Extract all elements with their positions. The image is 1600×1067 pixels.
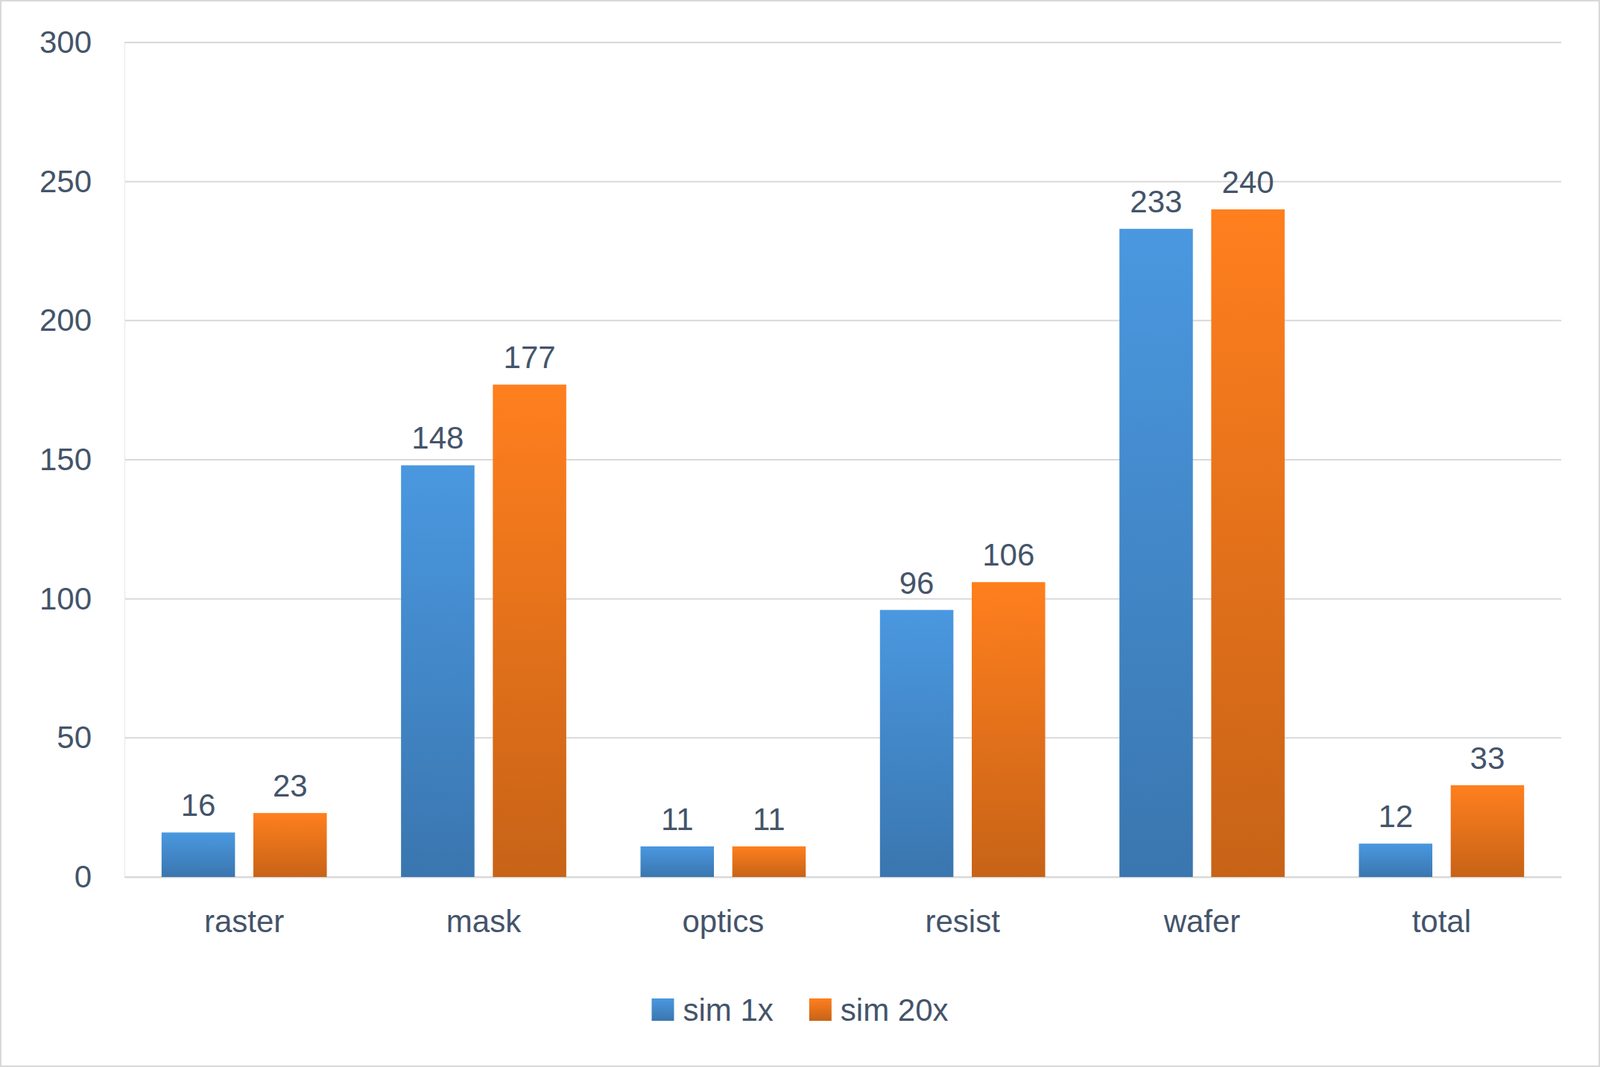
y-tick-label: 300 [39, 24, 92, 60]
grid-line [124, 319, 1562, 322]
bar [1358, 843, 1433, 878]
legend-label: sim 1x [682, 992, 773, 1028]
y-tick-label: 250 [39, 163, 92, 199]
data-label: 16 [181, 787, 217, 823]
y-tick: 0 [74, 859, 125, 895]
x-tick: resist [924, 877, 1001, 939]
grid-line [124, 876, 1562, 878]
bars [161, 209, 1524, 878]
y-tick-label: 200 [39, 302, 92, 338]
data-labels: 16 148 11 96 233 12 23 177 11 106 240 33 [181, 164, 1506, 837]
legend: sim 1x sim 20x [651, 992, 948, 1028]
plot-area: 0 50 100 150 200 250 300 raster mask optics resist… [39, 24, 1562, 939]
bar [1119, 228, 1194, 878]
x-tick-label: mask [446, 903, 522, 939]
x-tick-label: wafer [1163, 903, 1241, 939]
y-axis: 0 50 100 150 200 250 300 [39, 24, 126, 895]
y-axis-line [124, 43, 126, 878]
y-tick: 50 [56, 719, 125, 755]
grid-line [124, 41, 1562, 44]
grid-line [124, 459, 1562, 461]
bar [400, 465, 475, 878]
x-tick: wafer [1163, 877, 1241, 939]
bar [971, 582, 1046, 878]
grid-line [124, 598, 1562, 600]
grid [124, 42, 1562, 878]
x-tick: total [1412, 877, 1472, 939]
x-axis: raster mask optics resist wafer total [125, 877, 1562, 939]
bar [640, 846, 714, 878]
bar [1210, 209, 1285, 878]
bar [161, 832, 236, 878]
x-tick-label: resist [924, 903, 1001, 939]
data-label: 177 [503, 339, 556, 375]
data-label: 240 [1222, 164, 1275, 200]
bar [1450, 785, 1525, 878]
y-tick-label: 50 [56, 719, 92, 755]
data-label: 96 [899, 565, 935, 601]
x-tick-label: raster [204, 903, 284, 939]
y-tick-label: 100 [39, 581, 92, 617]
legend-swatch [809, 998, 832, 1021]
data-label: 23 [272, 768, 308, 804]
data-label: 106 [982, 537, 1035, 573]
legend-item: sim 20x [809, 992, 949, 1028]
x-axis-line [125, 877, 1562, 879]
y-tick: 300 [39, 24, 125, 60]
data-label: 11 [661, 801, 694, 837]
data-label: 233 [1129, 184, 1182, 220]
x-tick: mask [446, 877, 522, 939]
bar [880, 610, 954, 878]
y-tick: 100 [39, 581, 125, 617]
data-label: 12 [1377, 798, 1413, 834]
bar [253, 813, 328, 878]
background [0, 0, 1600, 1067]
chart: 0 50 100 150 200 250 300 raster mask optics resist… [0, 0, 1600, 1067]
y-tick-label: 150 [39, 441, 92, 477]
x-tick: raster [204, 877, 284, 939]
data-label: 148 [411, 420, 464, 456]
grid-line [124, 181, 1562, 183]
bar [732, 846, 807, 878]
legend-item: sim 1x [651, 992, 773, 1028]
data-label: 33 [1470, 740, 1506, 776]
grid-line [124, 737, 1562, 739]
legend-swatch [651, 998, 674, 1021]
bar [492, 384, 567, 878]
x-tick-label: optics [681, 903, 764, 939]
y-tick: 150 [39, 441, 125, 477]
x-tick-label: total [1412, 903, 1472, 939]
legend-label: sim 20x [840, 992, 949, 1028]
data-label: 11 [752, 801, 786, 837]
y-tick: 200 [39, 302, 125, 338]
x-tick: optics [681, 877, 764, 939]
y-tick: 250 [39, 163, 125, 199]
y-tick-label: 0 [74, 859, 92, 895]
